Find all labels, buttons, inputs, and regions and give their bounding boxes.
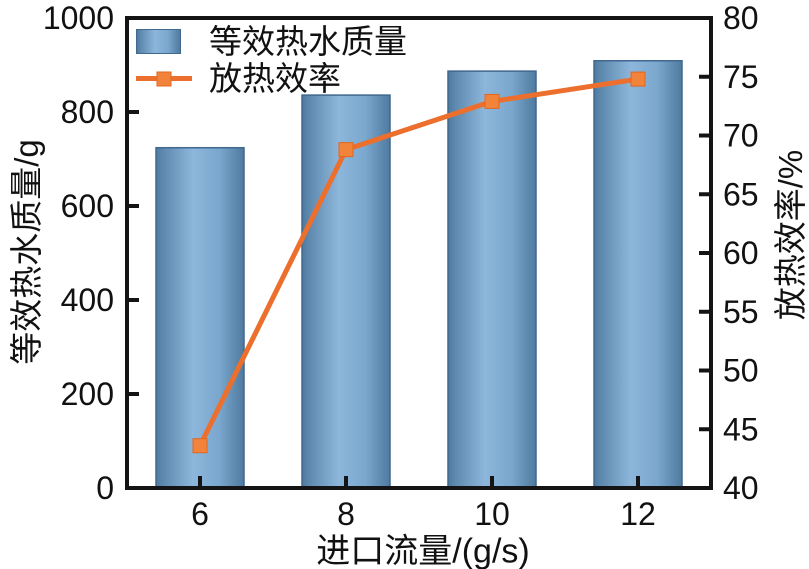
- legend-item-mass: 等效热水质量: [136, 23, 407, 60]
- y-axis-label-left: 等效热水质量/g: [8, 139, 45, 365]
- legend-label-efficiency: 放热效率: [209, 60, 341, 97]
- left-axis-tick-label: 1000: [43, 0, 114, 36]
- left-axis-tick-label: 600: [61, 188, 114, 224]
- efficiency-line: [197, 76, 639, 447]
- x-axis-tick-label: 6: [191, 496, 209, 532]
- right-axis-tick-label: 40: [723, 470, 759, 506]
- right-axis-tick-label: 70: [723, 118, 759, 154]
- x-axis-label: 进口流量/(g/s): [316, 532, 530, 569]
- bar-10: [447, 70, 537, 489]
- legend-swatch-col: [136, 71, 192, 86]
- x-axis-tick-label: 12: [620, 496, 656, 532]
- legend-swatch-col: [136, 29, 192, 54]
- bar-12: [593, 60, 683, 489]
- y-axis-label-right: 放热效率/%: [772, 149, 809, 321]
- line-marker-8: [338, 142, 354, 158]
- left-axis-tick-label: 400: [61, 282, 114, 318]
- legend-item-efficiency: 放热效率: [136, 60, 407, 97]
- x-axis-tick-label: 8: [337, 496, 355, 532]
- line-swatch-icon: [136, 71, 192, 86]
- left-axis-tick-label: 0: [96, 470, 114, 506]
- line-marker-6: [192, 438, 208, 454]
- right-axis-tick-label: 55: [723, 294, 759, 330]
- legend: 等效热水质量 放热效率: [136, 23, 407, 97]
- line-marker-12: [630, 71, 646, 87]
- bar-6: [155, 146, 245, 489]
- bar-8: [301, 94, 391, 489]
- right-axis-tick-label: 45: [723, 411, 759, 447]
- bar-swatch-icon: [136, 29, 181, 54]
- plot-frame: [125, 16, 713, 490]
- legend-label-mass: 等效热水质量: [209, 23, 407, 60]
- right-axis-tick-label: 75: [723, 59, 759, 95]
- right-axis-tick-label: 60: [723, 235, 759, 271]
- right-axis-tick-label: 80: [723, 0, 759, 36]
- square-marker-icon: [156, 71, 172, 86]
- left-axis-tick-label: 200: [61, 376, 114, 412]
- right-axis-tick-label: 65: [723, 176, 759, 212]
- x-axis-tick-label: 10: [474, 496, 510, 532]
- line-marker-10: [484, 93, 500, 109]
- left-axis-tick-label: 800: [61, 94, 114, 130]
- right-axis-tick-label: 50: [723, 353, 759, 389]
